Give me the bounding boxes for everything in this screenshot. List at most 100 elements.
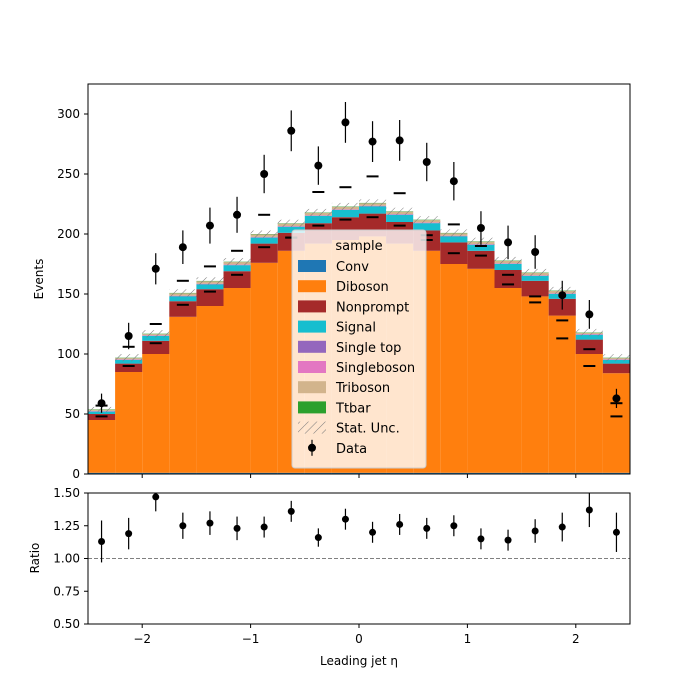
ratio-x-tick-label: 0 <box>355 632 363 646</box>
ratio-y-tick-label: 1.50 <box>53 486 80 500</box>
legend-swatch <box>298 280 326 293</box>
bar <box>115 372 143 473</box>
ratio-point <box>287 507 295 515</box>
stat-unc-hatch <box>521 268 549 277</box>
data-point <box>422 158 431 166</box>
series-conv <box>88 472 630 474</box>
bar <box>88 472 116 474</box>
bar <box>169 472 197 474</box>
main-y-axis: 0 50 100 150 200 250 300 <box>57 107 88 481</box>
data-points <box>97 102 621 413</box>
legend-swatch <box>298 401 326 414</box>
ratio-point <box>477 535 485 543</box>
stat-unc-hatch <box>602 354 630 362</box>
bar <box>223 265 251 272</box>
bar <box>169 316 197 473</box>
ratio-point <box>233 524 241 532</box>
y-tick-label: 200 <box>57 227 80 241</box>
ratio-y-tick-label: 0.50 <box>53 617 80 631</box>
ratio-point <box>396 520 404 528</box>
data-point <box>476 224 485 232</box>
bar <box>548 472 576 474</box>
marker-dashes <box>95 175 623 418</box>
y-tick-label: 250 <box>57 167 80 181</box>
stat-unc-hatch <box>304 208 332 217</box>
ratio-y-tick-label: 0.75 <box>53 584 80 598</box>
bar <box>575 334 603 340</box>
data-point <box>287 126 296 135</box>
legend-label: Single top <box>336 341 401 356</box>
bar <box>250 237 278 244</box>
ratio-x-tick-label: −1 <box>242 632 260 646</box>
y-tick-label: 300 <box>57 107 80 121</box>
legend: sample Conv Diboson Nonprompt Signal Single t… <box>291 229 427 469</box>
data-point <box>558 291 567 300</box>
legend-label: Nonprompt <box>336 300 409 315</box>
legend-label: Ttbar <box>335 401 371 416</box>
bar <box>88 420 116 473</box>
bar <box>467 268 495 473</box>
bar <box>277 472 305 474</box>
ratio-y-tick-label: 1.00 <box>53 552 80 566</box>
bar <box>494 270 522 288</box>
bar <box>467 244 495 251</box>
bar <box>250 243 278 263</box>
data-point <box>124 332 133 340</box>
bar <box>548 315 576 473</box>
bar <box>386 472 414 474</box>
bar <box>142 472 170 474</box>
stat-unc-hatch <box>413 216 441 224</box>
legend-swatch-point <box>308 443 316 452</box>
bar <box>169 301 197 317</box>
ratio-x-label: Leading jet η <box>320 654 398 668</box>
bar <box>602 363 630 374</box>
y-tick-label: 100 <box>57 347 80 361</box>
bar <box>575 354 603 473</box>
bar <box>142 354 170 473</box>
bar <box>440 236 468 243</box>
bar <box>359 206 387 214</box>
ratio-x-tick-label: −2 <box>133 632 151 646</box>
bar <box>223 472 251 474</box>
bar <box>467 472 495 474</box>
bar <box>413 472 441 474</box>
data-point <box>504 238 513 247</box>
ratio-x-axis: −2 −1 0 1 2 <box>133 624 580 646</box>
ratio-y-axis: 0.50 0.75 1.00 1.25 1.50 <box>53 486 88 631</box>
main-y-label: Events <box>32 259 46 300</box>
stat-unc-hatch <box>494 256 522 265</box>
data-point <box>151 264 160 273</box>
stat-unc-hatch <box>250 230 278 238</box>
bar <box>304 216 332 224</box>
ratio-point <box>504 536 512 544</box>
stat-unc-hatch <box>575 328 603 337</box>
legend-label: Triboson <box>335 381 390 396</box>
data-point <box>97 399 106 408</box>
stat-unc-hatch <box>169 289 197 297</box>
ratio-point <box>585 506 593 514</box>
bar <box>359 472 387 474</box>
stat-unc-hatch <box>359 199 387 207</box>
legend-swatch <box>298 381 326 394</box>
ratio-plot-area <box>88 493 630 563</box>
bar <box>521 276 549 281</box>
legend-label: Singleboson <box>336 361 415 376</box>
bar <box>413 223 441 231</box>
legend-label: Conv <box>336 260 369 275</box>
bar <box>494 264 522 270</box>
bar <box>250 472 278 474</box>
ratio-point <box>98 537 106 545</box>
ratio-point <box>612 528 620 536</box>
ratio-point <box>341 515 349 523</box>
data-point <box>205 221 214 230</box>
bar <box>575 339 603 354</box>
legend-swatch <box>298 340 326 353</box>
data-point <box>233 210 242 219</box>
legend-swatch <box>298 320 326 333</box>
ratio-point <box>314 534 322 542</box>
ratio-point <box>260 523 268 531</box>
data-point <box>314 161 323 170</box>
bar <box>331 210 359 218</box>
ratio-x-tick-label: 2 <box>572 632 580 646</box>
